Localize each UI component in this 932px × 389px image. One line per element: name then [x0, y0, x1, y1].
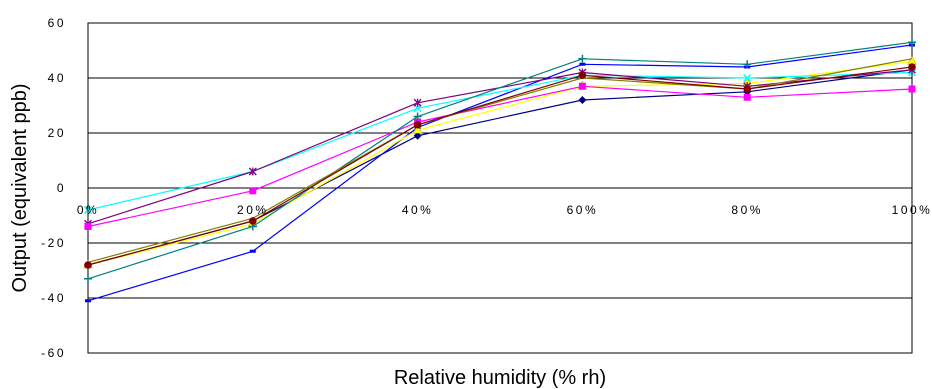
series-9 — [84, 63, 916, 269]
y-tick-label: 20 — [48, 126, 66, 140]
data-point-dash — [579, 62, 586, 66]
series-line — [87, 41, 913, 280]
data-point-dash — [249, 249, 256, 253]
x-axis-title: Relative humidity (% rh) — [394, 367, 606, 389]
data-point-circle — [84, 261, 92, 269]
data-point-square — [908, 85, 916, 93]
data-point-diamond — [578, 96, 587, 104]
data-point-plus — [908, 38, 916, 47]
series-6 — [84, 82, 916, 230]
y-tick-label: -20 — [41, 236, 66, 250]
data-point-plus — [578, 54, 587, 63]
data-point-circle — [908, 63, 916, 71]
data-point-x — [743, 73, 752, 83]
gridlines — [88, 77, 912, 299]
data-point-triangle — [412, 124, 423, 134]
plot-area-frame — [87, 22, 913, 354]
series-8 — [87, 58, 913, 263]
y-tick-label: -60 — [41, 346, 66, 360]
y-tick-label: -40 — [41, 291, 66, 305]
data-point-square — [249, 187, 257, 195]
data-point-square — [743, 93, 751, 101]
data-point-star — [248, 167, 257, 176]
series-line — [87, 66, 913, 266]
x-tick-label: 80% — [731, 203, 763, 217]
data-point-plus — [413, 112, 422, 121]
x-tick-label: 20% — [237, 203, 269, 217]
tick-labels: -60 -40 -20 0 20 40 60 0% 20% 40% 60% 80% 100% — [41, 16, 932, 360]
series-5 — [84, 65, 916, 228]
data-point-plus — [743, 60, 752, 69]
series-line — [87, 44, 913, 302]
series-line — [87, 85, 913, 228]
data-point-plus — [84, 274, 92, 283]
series-line — [87, 60, 913, 266]
y-tick-label: 0 — [57, 181, 66, 195]
data-point-square — [84, 223, 92, 230]
y-tick-label: 60 — [48, 16, 66, 30]
data-point-circle — [578, 71, 587, 80]
series-4 — [83, 68, 917, 215]
series-line — [87, 69, 913, 266]
series-layer — [83, 38, 917, 303]
x-tick-label: 60% — [567, 203, 599, 217]
data-point-circle — [743, 85, 751, 93]
data-point-star — [413, 98, 422, 107]
y-axis-title: Output (equivalent ppb) — [9, 83, 31, 292]
series-7 — [84, 38, 916, 283]
data-point-square — [578, 82, 586, 90]
series-line — [87, 71, 913, 211]
series-line — [87, 69, 913, 225]
data-point-dash — [85, 299, 91, 303]
x-tick-label: 100% — [892, 203, 932, 217]
data-point-circle — [413, 120, 422, 129]
data-point-x — [83, 205, 93, 215]
x-tick-label: 0% — [77, 203, 99, 217]
x-tick-label: 40% — [402, 203, 434, 217]
data-point-diamond — [413, 131, 422, 140]
series-line — [87, 58, 913, 263]
y-tick-label: 40 — [48, 71, 66, 85]
data-point-circle — [249, 217, 257, 225]
